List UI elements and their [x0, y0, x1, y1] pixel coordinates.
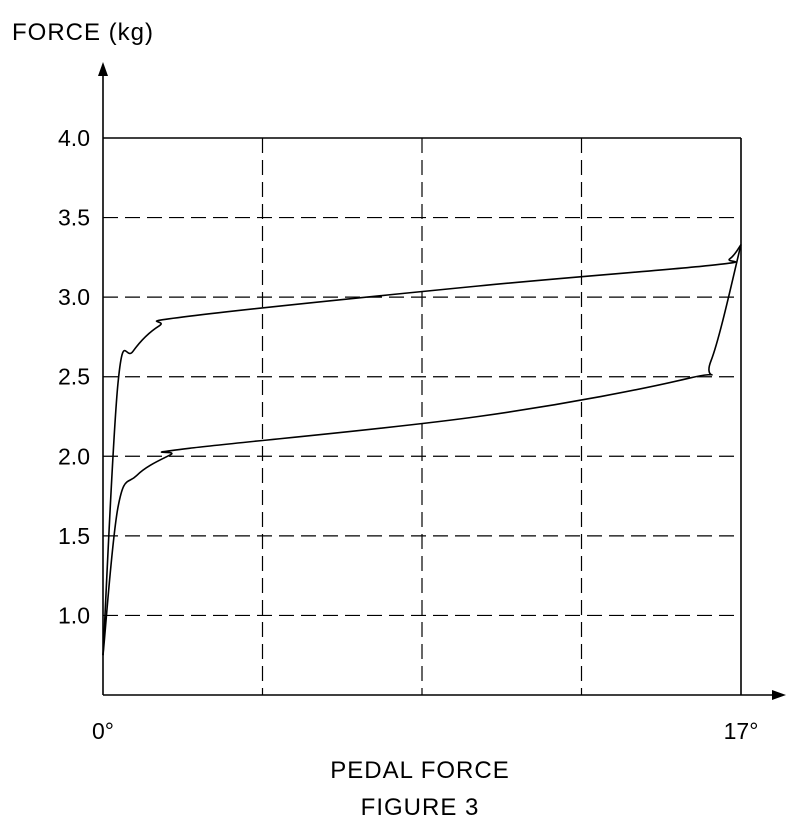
y-tick-label: 1.0: [58, 602, 90, 628]
y-tick-label: 2.0: [58, 443, 90, 469]
x-tick-label: 0°: [92, 718, 114, 744]
figure-caption: FIGURE 3: [361, 794, 480, 821]
y-axis-label: FORCE (kg): [12, 19, 154, 46]
y-tick-label: 3.0: [58, 284, 90, 310]
y-tick-label: 3.5: [58, 205, 90, 231]
y-axis-arrow-icon: [98, 62, 108, 76]
x-axis-arrow-icon: [772, 690, 786, 700]
series: [102, 244, 742, 656]
y-tick-label: 4.0: [58, 125, 90, 151]
axes: [98, 62, 786, 700]
tick-labels: 1.0 1.5 2.0 2.5 3.0 3.5 4.0 0° 17°: [58, 125, 758, 744]
grid: [103, 138, 741, 695]
x-axis-label: PEDAL FORCE: [330, 757, 509, 784]
y-tick-label: 1.5: [58, 523, 90, 549]
y-tick-label: 2.5: [58, 364, 90, 390]
x-tick-label: 17°: [724, 718, 759, 744]
lower-curve: [102, 244, 742, 656]
upper-curve: [102, 244, 742, 656]
